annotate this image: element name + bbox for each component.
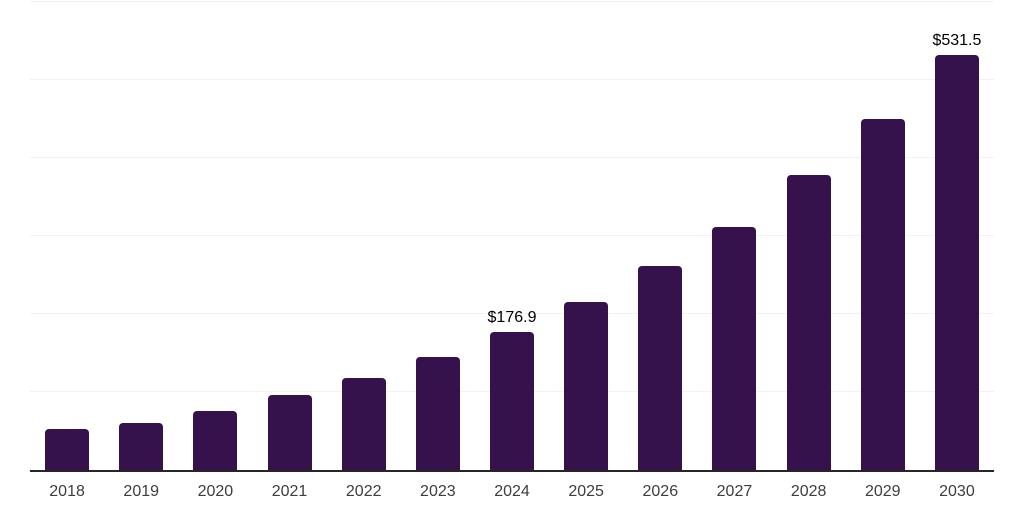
gridline-500 <box>30 79 994 80</box>
plot-area: $176.9 $531.5 <box>30 1 994 472</box>
gridline-600 <box>30 1 994 2</box>
x-tick-2024: 2024 <box>494 483 530 500</box>
x-tick-2022: 2022 <box>345 483 382 500</box>
x-tick-2025: 2025 <box>568 483 604 500</box>
bar-value-label-2030: $531.5 <box>932 32 982 50</box>
gridline-300 <box>30 235 994 236</box>
bar-2020 <box>193 410 238 470</box>
bar-2023 <box>415 356 460 470</box>
bar-2029 <box>860 119 905 470</box>
bar-2025 <box>564 302 609 470</box>
x-tick-2027: 2027 <box>716 483 753 500</box>
bar-2030 <box>934 55 979 470</box>
bar-2026 <box>638 266 683 470</box>
x-tick-2030: 2030 <box>939 483 975 500</box>
bar-2027 <box>712 226 757 470</box>
x-tick-2028: 2028 <box>790 483 827 500</box>
x-tick-2019: 2019 <box>123 483 160 500</box>
bar-2024 <box>490 332 534 470</box>
x-tick-2023: 2023 <box>420 483 456 500</box>
x-tick-2021: 2021 <box>271 483 308 500</box>
bar-2019 <box>119 423 164 470</box>
bar-value-label-2024: $176.9 <box>487 309 537 327</box>
gridline-400 <box>30 157 994 158</box>
x-tick-2020: 2020 <box>197 483 234 500</box>
gridline-200 <box>30 313 994 314</box>
x-tick-2026: 2026 <box>642 483 679 500</box>
bar-2021 <box>267 395 312 470</box>
x-tick-2018: 2018 <box>49 483 85 500</box>
bar-2018 <box>45 429 90 470</box>
x-tick-2029: 2029 <box>864 483 901 500</box>
bar-2022 <box>341 377 386 470</box>
bar-2028 <box>786 175 831 470</box>
